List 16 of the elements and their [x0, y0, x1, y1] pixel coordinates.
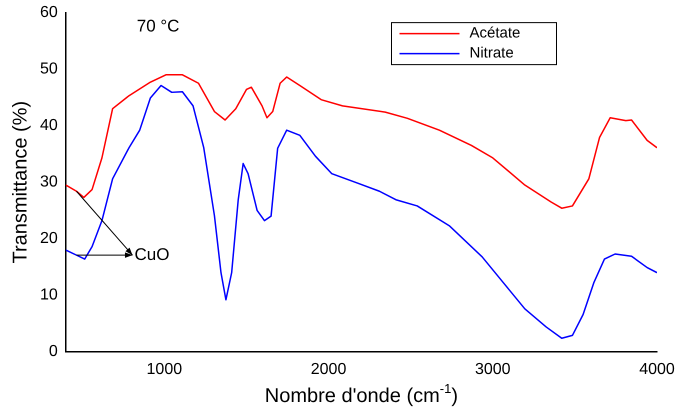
y-tick-label: 60: [40, 4, 58, 22]
legend-label: Acétate: [469, 24, 520, 42]
y-tick-label: 40: [40, 117, 58, 134]
y-tick-label: 30: [40, 174, 58, 191]
y-axis-title: Transmittance (%): [10, 100, 32, 264]
x-tick-label: 2000: [310, 360, 346, 378]
y-tick-label: 20: [40, 230, 58, 248]
x-tick-label: 3000: [474, 360, 511, 378]
x-tick-label: 1000: [146, 360, 182, 378]
y-tick-label: 50: [40, 60, 58, 78]
annotation: 70 °C: [136, 16, 180, 36]
x-tick-label: 4000: [639, 360, 675, 378]
annotation: CuO: [134, 244, 170, 264]
legend-label: Nitrate: [469, 44, 514, 62]
y-tick-label: 0: [48, 343, 58, 360]
y-tick-label: 10: [40, 286, 58, 304]
